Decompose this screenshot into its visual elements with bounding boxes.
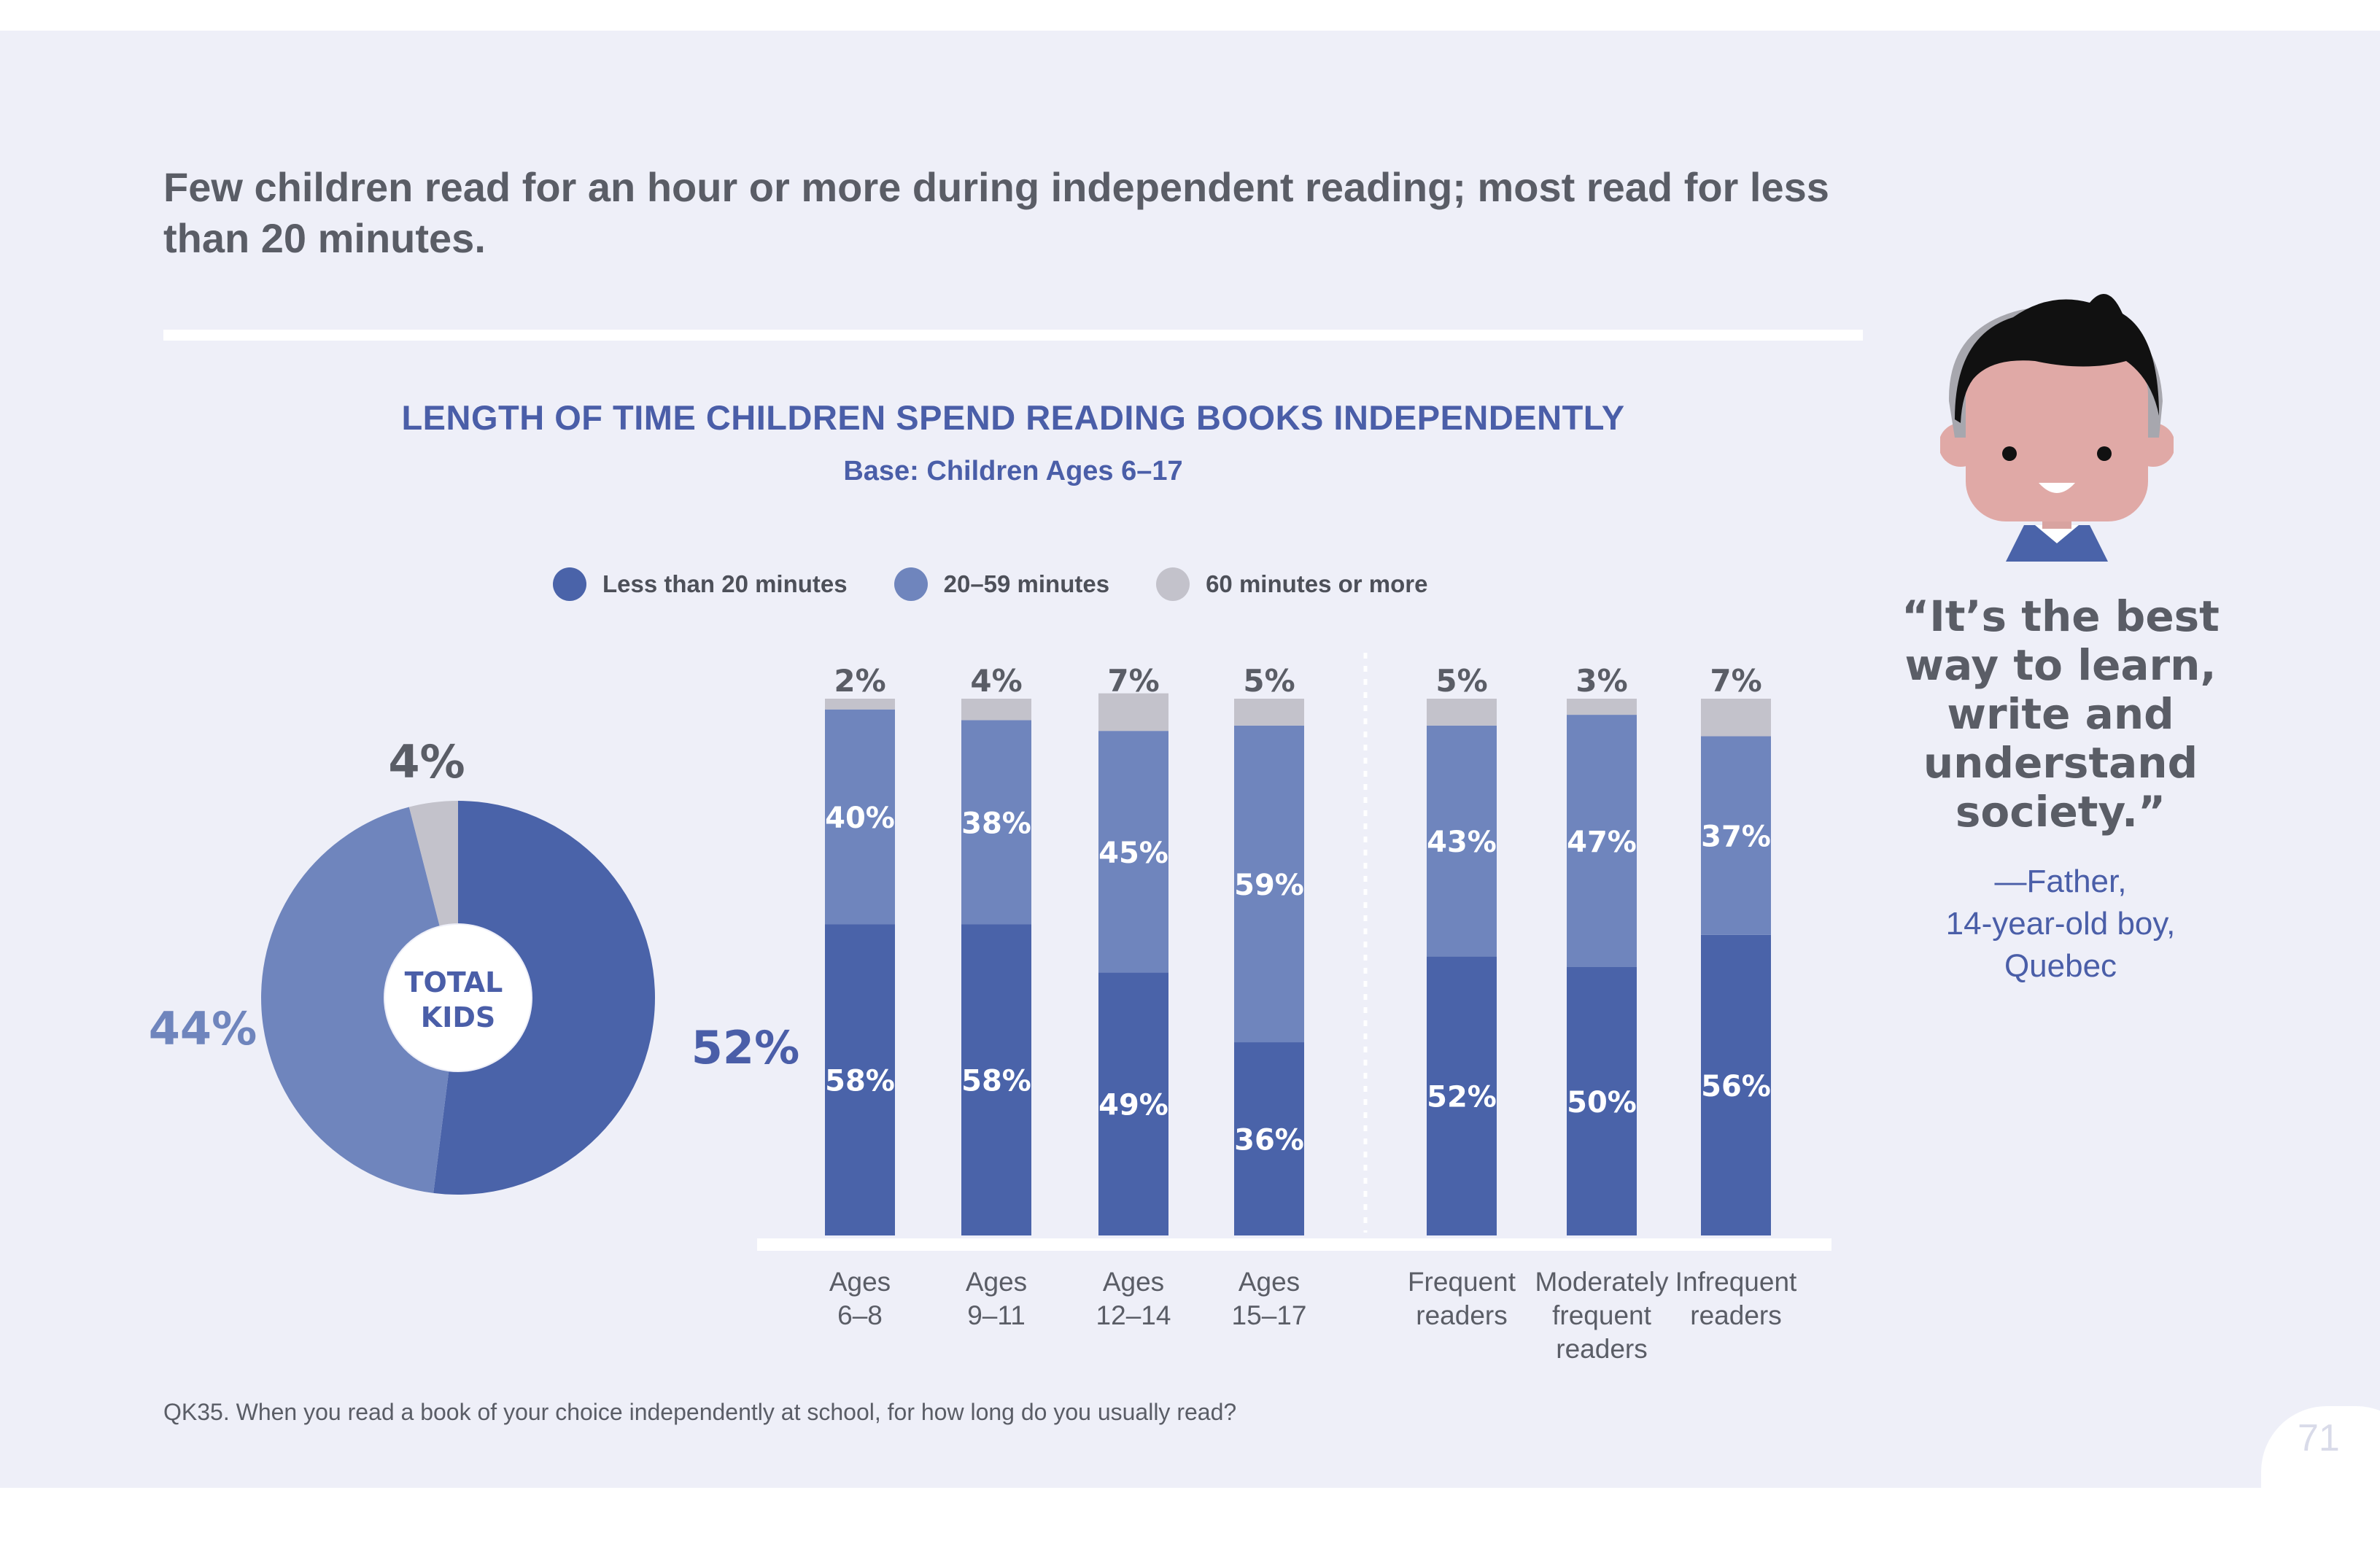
bar-value-label: 50% [1567,1086,1637,1120]
bar-value-label: 40% [825,802,895,835]
bar-value-label: 58% [825,1065,895,1098]
bar-segment [961,924,1031,1235]
bar-value-label: 56% [1701,1070,1771,1103]
pie-slice-label: 52% [691,1021,799,1074]
category-label: 9–11 [967,1300,1026,1330]
category-label: 6–8 [837,1300,883,1330]
legend-swatch-less-than-20 [553,567,586,601]
chart-title: LENGTH OF TIME CHILDREN SPEND READING BO… [401,398,1625,437]
pie-slice-label: 44% [149,1002,257,1055]
page-headline: Few children read for an hour or more du… [163,164,1829,261]
bar-segment [1098,693,1168,732]
bar-segment [1567,699,1637,715]
legend-label: 20–59 minutes [943,570,1110,597]
chart-legend: Less than 20 minutes 20–59 minutes 60 mi… [553,564,1475,605]
legend-item-60-plus: 60 minutes or more [1156,567,1428,601]
category-label: 12–14 [1096,1300,1171,1330]
bar-value-label: 58% [961,1065,1031,1098]
bar-value-label: 59% [1234,869,1304,902]
category-label: readers [1416,1300,1507,1330]
pie-slice [261,807,449,1193]
category-label: Ages [1103,1267,1164,1297]
bar-segment [1567,715,1637,967]
bar-segment [961,699,1031,721]
bar-value-label: 5% [1435,663,1487,699]
bar-segment [1427,956,1497,1235]
bar-segment [1567,967,1637,1235]
bar-segment [1234,699,1304,726]
category-label: frequent [1552,1300,1651,1330]
legend-item-20-59: 20–59 minutes [894,567,1109,601]
bar-value-label: 47% [1567,826,1637,859]
legend-label: 60 minutes or more [1206,570,1428,597]
bar-value-label: 49% [1098,1089,1168,1122]
pie-slice [408,801,458,926]
category-label: Ages [1239,1267,1300,1297]
category-label: Ages [829,1267,891,1297]
bar-value-label: 43% [1427,826,1497,859]
bar-segment [961,720,1031,925]
bar-value-label: 45% [1098,837,1168,870]
pie-center-label: TOTAL [405,966,503,998]
chart-subtitle: Base: Children Ages 6–17 [843,456,1183,486]
page-number: 71 [2298,1417,2340,1459]
footnote: QK35. When you read a book of your choic… [163,1399,1237,1425]
bar-segment [825,924,895,1235]
legend-swatch-60-plus [1156,567,1190,601]
category-label: Frequent [1408,1267,1516,1297]
bar-segment [1098,731,1168,973]
attribution-line: 14-year-old boy, [1945,906,2176,942]
category-label: Moderately [1535,1267,1669,1297]
chart-canvas: 52%44%4%TOTALKIDS58%40%2%Ages6–858%38%4%… [149,653,1831,1364]
category-label: Infrequent [1675,1267,1797,1297]
child-avatar-icon [1940,294,2174,562]
legend-item-less-than-20: Less than 20 minutes [553,567,848,601]
attribution-line: Quebec [2004,948,2117,984]
bar-value-label: 52% [1427,1081,1497,1114]
pie-center [385,925,531,1071]
pie-slice [433,801,656,1195]
bar-segment [1701,934,1771,1235]
bar-segment [825,709,895,925]
bar-value-label: 37% [1701,820,1771,854]
divider-rule [163,330,1863,341]
bar-segment [1427,699,1497,726]
bar-value-label: 38% [961,807,1031,840]
quote-attribution: —Father, 14-year-old boy, Quebec [1882,861,2239,988]
bar-value-label: 2% [834,663,885,699]
bar-baseline [757,1238,1831,1251]
bar-segment [1427,725,1497,957]
bar-value-label: 4% [970,663,1022,699]
legend-label: Less than 20 minutes [602,570,848,597]
bar-segment [825,699,895,710]
legend-swatch-20-59 [894,567,928,601]
pie-center-label: KIDS [421,1001,496,1033]
bar-value-label: 5% [1243,663,1295,699]
quote-text: “It’s the best way to learn, write and u… [1902,591,2220,837]
bar-value-label: 7% [1710,663,1761,699]
bar-value-label: 36% [1234,1124,1304,1157]
attribution-line: —Father, [1994,864,2127,899]
category-label: readers [1556,1334,1647,1364]
category-label: Ages [966,1267,1027,1297]
bar-segment [1234,1042,1304,1235]
category-label: 15–17 [1232,1300,1307,1330]
bar-value-label: 3% [1575,663,1627,699]
bar-segment [1701,736,1771,935]
bar-segment [1701,699,1771,737]
pie-slice-label: 4% [388,735,465,788]
bar-segment [1098,972,1168,1235]
bar-value-label: 7% [1107,663,1159,699]
category-label: readers [1690,1300,1781,1330]
bar-segment [1234,725,1304,1043]
